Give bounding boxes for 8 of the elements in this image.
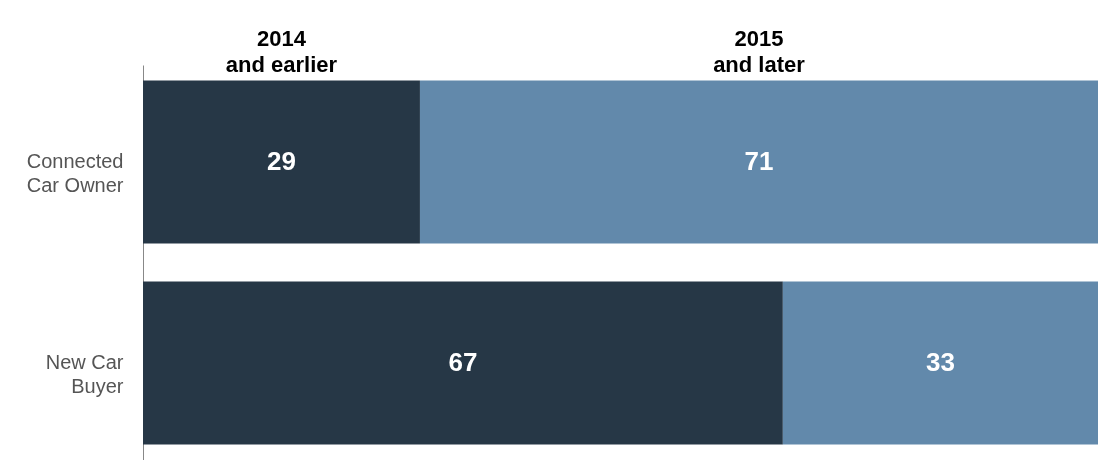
data-label: 29 bbox=[267, 145, 296, 176]
series-label: 2014 and earlier bbox=[225, 26, 338, 77]
data-label: 71 bbox=[744, 145, 774, 176]
data-label: 33 bbox=[925, 347, 955, 378]
data-label: 67 bbox=[448, 347, 478, 378]
y-tick-label: New Car Buyer bbox=[45, 351, 124, 398]
series-label: 2015 and later bbox=[713, 26, 806, 77]
y-tick-label: Connected Car Owner bbox=[26, 149, 124, 196]
